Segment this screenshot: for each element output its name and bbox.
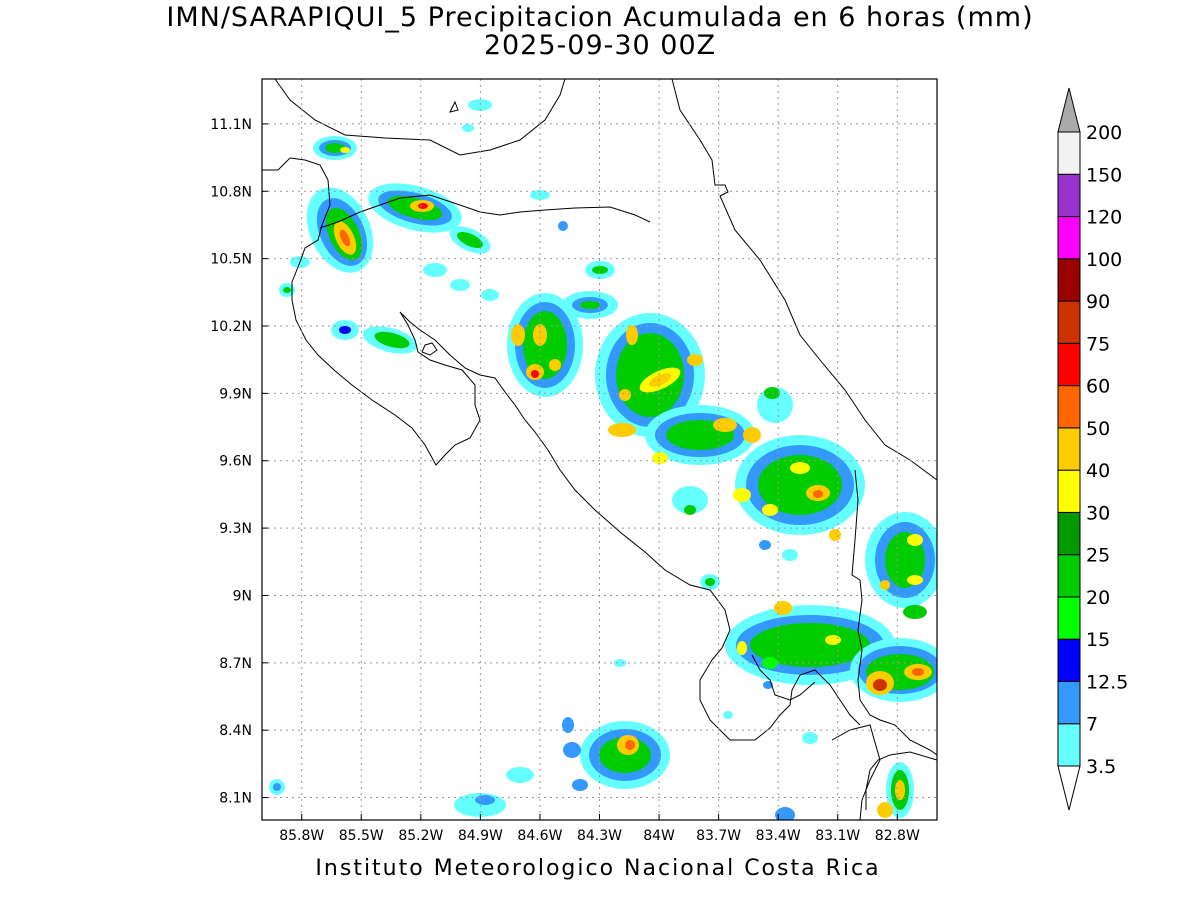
- colorbar-swatch: [1057, 511, 1081, 556]
- colorbar-label: 12.5: [1086, 671, 1128, 693]
- y-tick-label: 11.1N: [210, 117, 252, 133]
- colorbar: 3.5 7 12.5 15 20 25 30 40 50 60 75 90 100 120 150 200: [1057, 87, 1128, 811]
- precipitation-field: [269, 99, 937, 820]
- colorbar-swatch: [1057, 427, 1081, 471]
- colorbar-label: 60: [1086, 376, 1110, 398]
- gulf-nicoya: [399, 311, 861, 741]
- x-tick-label: 85.5W: [339, 828, 384, 844]
- colorbar-swatch: [1057, 300, 1081, 344]
- x-tick-label: 83.4W: [756, 828, 801, 844]
- colorbar-label: 150: [1086, 164, 1122, 186]
- colorbar-label: 15: [1086, 629, 1110, 651]
- x-tick-label: 84.9W: [458, 828, 503, 844]
- rain-cell: [877, 762, 914, 818]
- colorbar-label: 7: [1086, 714, 1098, 736]
- x-tick-label: 84.6W: [517, 828, 562, 844]
- x-tick-label: 82.8W: [875, 828, 920, 844]
- y-tick-label: 8.1N: [219, 791, 252, 807]
- y-tick-label: 9.6N: [219, 454, 252, 470]
- pacific-coast-north: [277, 157, 481, 466]
- colorbar-swatch: [1057, 680, 1081, 725]
- rain-cell: [368, 183, 462, 233]
- rain-cell: [645, 405, 761, 465]
- colorbar-label: 75: [1086, 333, 1110, 355]
- colorbar-swatch: [1057, 385, 1081, 429]
- colorbar-label: 100: [1086, 249, 1122, 271]
- x-tick-label: 83.1W: [815, 828, 860, 844]
- colorbar-label: 50: [1086, 418, 1110, 440]
- y-tick-label: 10.8N: [210, 184, 252, 200]
- x-axis-ticks: 85.8W 85.5W 85.2W 84.9W 84.6W 84.3W 84W 83.7W 83…: [279, 814, 920, 844]
- small-island: [449, 100, 459, 113]
- colorbar-label: 120: [1086, 207, 1122, 229]
- colorbar-label: 20: [1086, 587, 1110, 609]
- colorbar-over-arrow: [1057, 87, 1081, 133]
- rain-cell: [733, 387, 865, 541]
- map-grid: [262, 79, 937, 820]
- rain-cell: [595, 313, 705, 437]
- colorbar-swatch: [1057, 342, 1081, 387]
- x-tick-label: 85.8W: [279, 828, 324, 844]
- colorbar-label: 90: [1086, 291, 1110, 313]
- y-tick-label: 10.2N: [210, 319, 252, 335]
- nicaragua-border: [319, 194, 651, 229]
- y-tick-label: 9N: [233, 588, 252, 604]
- gulf-islet: [421, 342, 438, 356]
- colorbar-swatch: [1057, 469, 1081, 513]
- rain-cell: [449, 226, 491, 254]
- colorbar-swatch: [1057, 258, 1081, 302]
- colorbar-label: 40: [1086, 460, 1110, 482]
- rain-cell: [306, 187, 374, 273]
- rain-cell: [269, 659, 818, 820]
- rain-cell: [865, 512, 937, 619]
- colorbar-label: 25: [1086, 545, 1110, 567]
- y-tick-label: 8.4N: [219, 723, 252, 739]
- osa-peninsula: [751, 654, 816, 701]
- rain-cell: [507, 293, 583, 397]
- colorbar-swatch: [1057, 596, 1081, 640]
- y-axis-ticks: 8.1N 8.4N 8.7N 9N 9.3N 9.6N 9.9N 10.2N 10.5N 10.8…: [210, 117, 268, 807]
- x-tick-label: 84.3W: [577, 828, 622, 844]
- rain-cell: [672, 486, 798, 590]
- colorbar-swatch: [1057, 216, 1081, 260]
- map-date: 2025-09-30 00Z: [483, 30, 717, 61]
- colorbar-swatch: [1057, 173, 1081, 218]
- colorbar-swatch: [1057, 723, 1081, 767]
- rain-cell: [562, 261, 618, 319]
- y-tick-label: 9.3N: [219, 521, 252, 537]
- colorbar-swatch: [1057, 554, 1081, 598]
- footer-credit: Instituto Meteorologico Nacional Costa R…: [315, 856, 881, 881]
- x-tick-label: 84W: [643, 828, 675, 844]
- caribbean-coast: [671, 79, 937, 481]
- burica-peninsula-east: [865, 751, 937, 810]
- y-tick-label: 10.5N: [210, 252, 252, 268]
- colorbar-swatch: [1057, 131, 1081, 175]
- x-tick-label: 83.7W: [696, 828, 741, 844]
- colorbar-under-arrow: [1057, 765, 1081, 811]
- y-tick-label: 9.9N: [219, 386, 252, 402]
- map-title: IMN/SARAPIQUI_5 Precipitacion Acumulada …: [166, 2, 1034, 33]
- colorbar-label: 200: [1086, 122, 1122, 144]
- colorbar-label: 30: [1086, 502, 1110, 524]
- lake-nicaragua: [274, 79, 566, 156]
- rain-cell: [313, 136, 357, 160]
- y-tick-label: 8.7N: [219, 656, 252, 672]
- colorbar-label: 3.5: [1086, 756, 1116, 778]
- x-tick-label: 85.2W: [398, 828, 443, 844]
- colorbar-swatch: [1057, 638, 1081, 682]
- rain-cell: [850, 638, 937, 702]
- burica-peninsula: [831, 724, 881, 820]
- coastline: [262, 79, 937, 820]
- panama-border: [851, 469, 937, 756]
